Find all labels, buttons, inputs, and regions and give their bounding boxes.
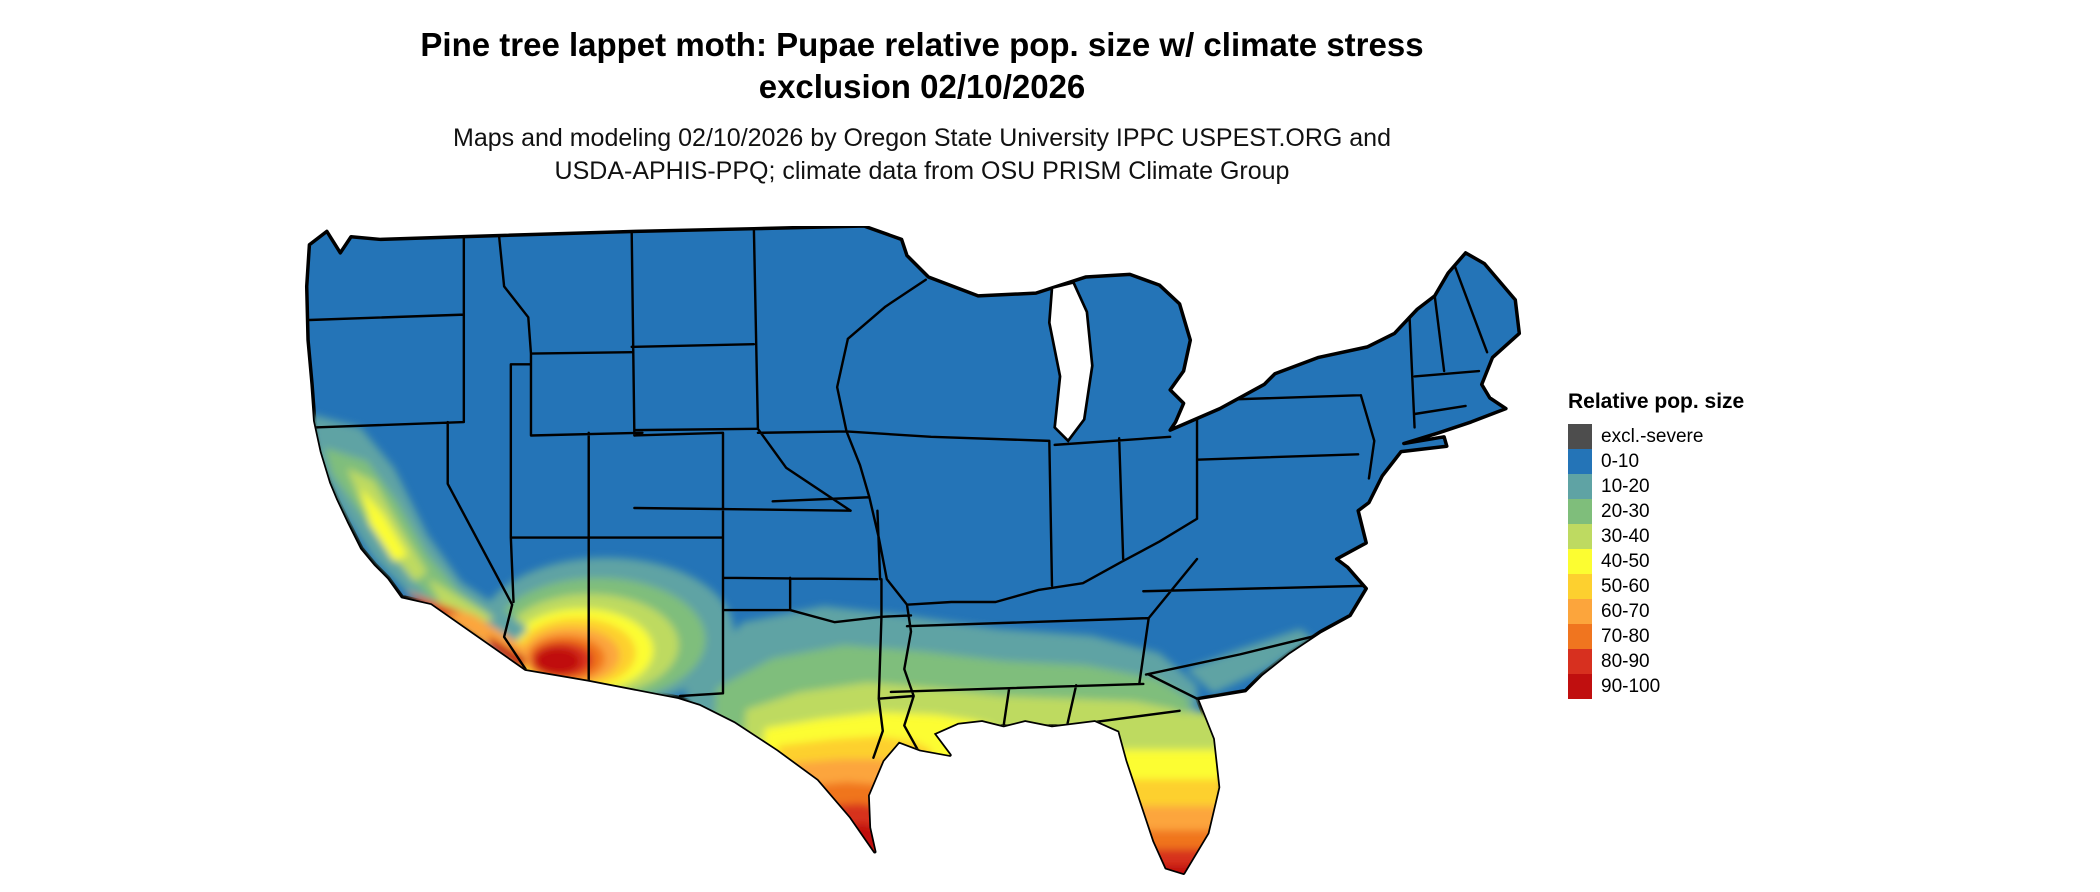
overlay-ca-40-50 bbox=[360, 487, 408, 562]
legend-item: 30-40 bbox=[1568, 524, 1744, 549]
legend-swatch bbox=[1568, 499, 1592, 524]
overlay-60-70 bbox=[783, 759, 907, 874]
overlay-ca-30-40-south bbox=[427, 577, 495, 627]
legend-label: 60-70 bbox=[1601, 600, 1650, 622]
legend-label: excl.-severe bbox=[1601, 425, 1704, 447]
title-block: Pine tree lappet moth: Pupae relative po… bbox=[357, 24, 1487, 188]
map-subtitle: Maps and modeling 02/10/2026 by Oregon S… bbox=[453, 124, 1391, 186]
overlay-70-80 bbox=[799, 781, 894, 874]
overlay-80-90 bbox=[817, 803, 886, 874]
legend-swatch bbox=[1568, 674, 1592, 699]
legend-item: excl.-severe bbox=[1568, 424, 1744, 449]
legend-label: 70-80 bbox=[1601, 625, 1650, 647]
legend-title: Relative pop. size bbox=[1568, 390, 1745, 413]
legend-label: 50-60 bbox=[1601, 575, 1650, 597]
legend-item: 70-80 bbox=[1568, 624, 1744, 649]
legend-label: 80-90 bbox=[1601, 650, 1650, 672]
legend-label: 0-10 bbox=[1601, 450, 1640, 472]
overlay-florida-90-100 bbox=[1151, 865, 1206, 874]
legend-item: 0-10 bbox=[1568, 449, 1744, 474]
legend-swatch bbox=[1568, 599, 1592, 624]
legend-swatch bbox=[1568, 649, 1592, 674]
legend-swatch bbox=[1568, 424, 1592, 449]
legend-swatch bbox=[1568, 624, 1592, 649]
legend-item: 10-20 bbox=[1568, 474, 1744, 499]
legend-label: 10-20 bbox=[1601, 475, 1650, 497]
overlay-20-30 bbox=[702, 644, 1195, 874]
legend-item: 90-100 bbox=[1568, 674, 1744, 699]
legend-label: 30-40 bbox=[1601, 525, 1650, 547]
map-title: Pine tree lappet moth: Pupae relative po… bbox=[420, 26, 1424, 106]
legend-swatch bbox=[1568, 449, 1592, 474]
map-figure bbox=[300, 226, 1522, 884]
legend-swatch bbox=[1568, 549, 1592, 574]
legend-items: excl.-severe 0-10 10-20 20-30 30-40 40-5… bbox=[1568, 424, 1744, 699]
overlay-ca-80-90 bbox=[410, 593, 462, 619]
legend-item: 50-60 bbox=[1568, 574, 1744, 599]
legend-swatch bbox=[1568, 474, 1592, 499]
us-map-svg bbox=[304, 226, 1522, 876]
legend-swatch bbox=[1568, 524, 1592, 549]
legend-swatch bbox=[1568, 574, 1592, 599]
legend-item: 60-70 bbox=[1568, 599, 1744, 624]
legend-label: 90-100 bbox=[1601, 675, 1661, 697]
legend: Relative pop. size excl.-severe 0-10 10-… bbox=[1568, 390, 1744, 699]
legend-item: 80-90 bbox=[1568, 649, 1744, 674]
legend-item: 20-30 bbox=[1568, 499, 1744, 524]
us-outline bbox=[304, 226, 1522, 876]
lake-michigan bbox=[1047, 280, 1094, 443]
overlay-sw-90-100 bbox=[535, 647, 581, 675]
legend-item: 40-50 bbox=[1568, 549, 1744, 574]
legend-label: 40-50 bbox=[1601, 550, 1650, 572]
state-borders bbox=[308, 227, 1489, 759]
legend-label: 20-30 bbox=[1601, 500, 1650, 522]
